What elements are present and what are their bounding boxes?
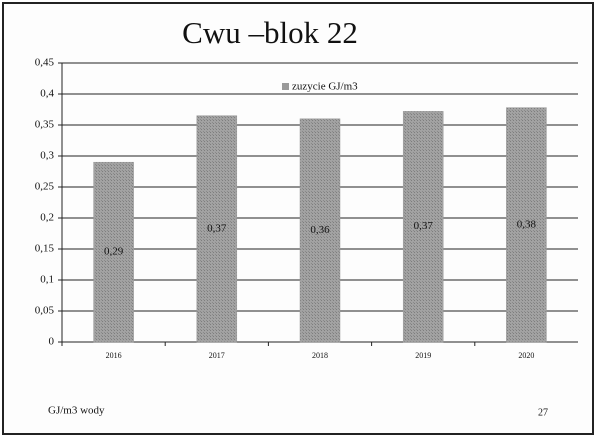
y-tick-label: 0,3 <box>40 150 54 162</box>
chart-title: Cwu –blok 22 <box>182 15 358 50</box>
bar <box>196 115 238 343</box>
y-tick-label: 0,25 <box>35 181 55 193</box>
y-tick-label: 0,1 <box>40 274 54 286</box>
x-tick-label: 2016 <box>106 351 122 360</box>
data-label: 0,36 <box>310 224 330 236</box>
data-label: 0,37 <box>207 222 227 234</box>
x-tick-label: 2019 <box>415 351 431 360</box>
y-tick-label: 0,15 <box>35 243 55 255</box>
bar <box>506 107 547 343</box>
legend-swatch <box>282 83 289 90</box>
data-label: 0,37 <box>414 220 434 232</box>
y-tick-label: 0,35 <box>35 119 55 131</box>
footer: GJ/m3 wody <box>48 405 105 417</box>
x-tick-label: 2020 <box>518 351 534 360</box>
x-tick-label: 2017 <box>209 351 225 360</box>
data-label: 0,38 <box>517 218 537 230</box>
x-tick-label: 2018 <box>312 351 328 360</box>
bar <box>93 161 134 343</box>
y-tick-label: 0,05 <box>35 305 55 317</box>
y-tick-label: 0,45 <box>35 57 55 69</box>
data-label: 0,29 <box>104 246 124 258</box>
y-tick-label: 0,2 <box>40 212 54 224</box>
y-tick-label: 0 <box>49 336 55 348</box>
bar <box>299 118 341 343</box>
y-tick-label: 0,4 <box>40 88 54 100</box>
legend-label: zuzycie GJ/m3 <box>292 81 358 93</box>
page-number: 27 <box>538 407 548 418</box>
bar <box>402 111 444 343</box>
